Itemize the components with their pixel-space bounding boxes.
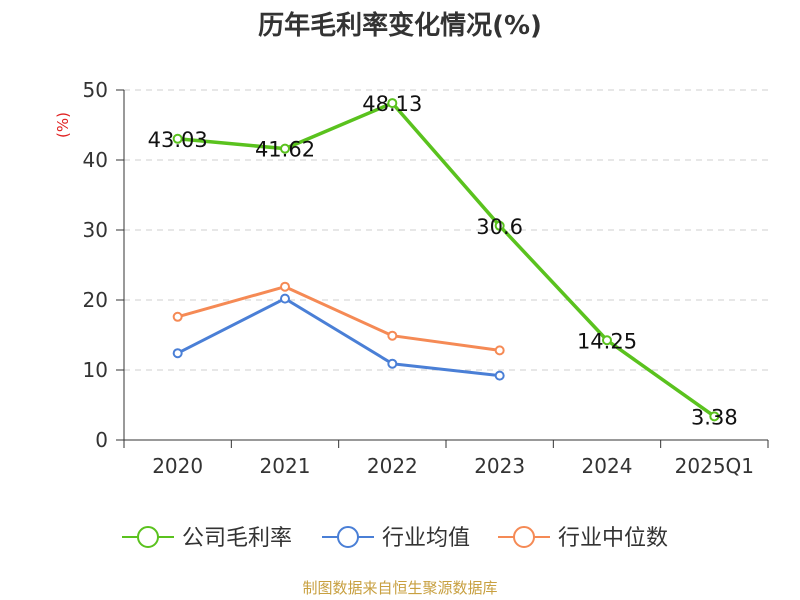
- data-point: [387, 330, 398, 341]
- x-tick-label: 2020: [152, 454, 203, 478]
- y-tick-label: 0: [95, 428, 108, 452]
- data-label: 14.25: [577, 329, 637, 353]
- source-note: 制图数据来自恒生聚源数据库: [302, 579, 497, 597]
- data-point: [494, 370, 505, 381]
- data-point: [280, 281, 290, 292]
- data-point: [280, 143, 290, 154]
- data-point: [280, 293, 290, 304]
- data-label: 48.13: [362, 92, 422, 116]
- series-line: [176, 297, 502, 378]
- legend: 公司毛利率 行业均值 行业中位数: [122, 526, 668, 551]
- y-tick-label: 40: [83, 148, 108, 172]
- series-group: [172, 98, 720, 422]
- data-label: 43.03: [148, 128, 208, 152]
- x-tick-label: 2021: [260, 454, 311, 478]
- data-point: [387, 358, 398, 369]
- data-label: 3.38: [691, 405, 738, 429]
- data-label: 41.62: [255, 138, 315, 162]
- legend-marker: [137, 526, 159, 548]
- series-line: [176, 285, 502, 352]
- x-tick-labels: 2020 2021 2022 2023 2024 2025Q1: [152, 454, 754, 478]
- data-point: [709, 411, 720, 422]
- chart-title: 历年毛利率变化情况(%): [258, 10, 542, 41]
- legend-marker: [513, 526, 535, 548]
- legend-label: 行业均值: [382, 526, 470, 551]
- data-point: [494, 220, 505, 231]
- data-point: [172, 133, 183, 144]
- legend-label: 公司毛利率: [182, 526, 292, 551]
- y-tick-label: 30: [83, 218, 108, 242]
- series-line: [175, 101, 717, 419]
- legend-label: 行业中位数: [558, 526, 668, 551]
- grid-lines: [124, 89, 768, 371]
- data-point: [172, 348, 183, 359]
- data-label: 30.6: [476, 215, 523, 239]
- legend-marker: [337, 526, 359, 548]
- y-tick-label: 50: [83, 78, 108, 102]
- y-tick-label: 10: [83, 358, 108, 382]
- data-point: [172, 311, 183, 322]
- y-tick-label: 20: [83, 288, 108, 312]
- y-axis-label: (%): [54, 112, 72, 138]
- axes: [116, 89, 769, 448]
- x-tick-label: 2022: [367, 454, 418, 478]
- data-labels: 43.03 41.62 48.13 30.6 14.25 3.38: [148, 92, 738, 429]
- data-point: [387, 98, 398, 109]
- data-point: [494, 345, 505, 356]
- y-tick-labels: 0 10 20 30 40 50: [83, 78, 108, 452]
- x-tick-label: 2024: [582, 454, 633, 478]
- x-tick-label: 2025Q1: [675, 454, 754, 478]
- x-tick-label: 2023: [474, 454, 525, 478]
- data-point: [602, 335, 612, 346]
